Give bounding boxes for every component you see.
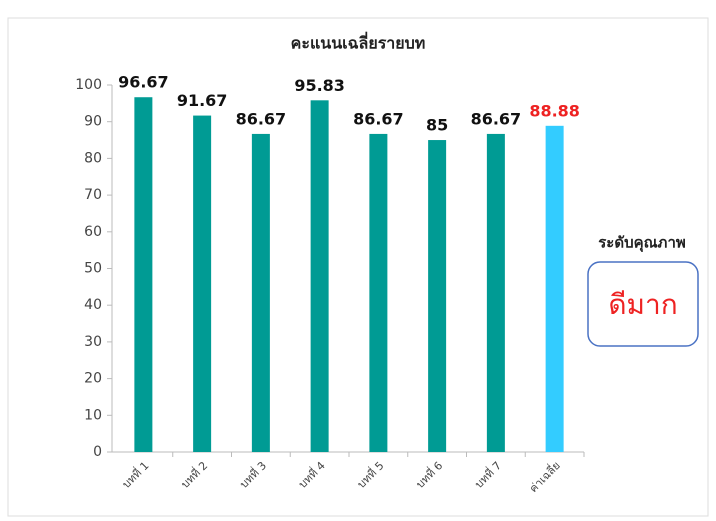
data-label: 86.67 [236,109,287,128]
y-tick-label: 70 [84,187,102,203]
data-label: 86.67 [353,109,404,128]
y-tick-label: 50 [84,261,102,277]
y-tick-label: 0 [93,444,102,460]
bar [486,133,505,453]
bar [310,100,329,453]
y-tick-label: 90 [84,114,102,130]
bar [369,133,388,453]
data-label: 86.67 [471,109,522,128]
bar [193,115,212,452]
y-tick-label: 30 [84,334,102,350]
quality-heading: ระดับคุณภาพ [598,234,686,253]
data-label: 96.67 [118,73,169,92]
quality-box [587,261,699,347]
data-label: 91.67 [177,91,228,110]
chart-title: คะแนนเฉลี่ยรายบท [291,32,426,53]
quality-value: ดีมาก [608,288,677,321]
y-tick-label: 60 [84,224,102,240]
bar [428,140,447,453]
y-tick-label: 20 [84,371,102,387]
y-tick-label: 80 [84,150,102,166]
data-label: 95.83 [294,76,345,95]
data-label: 88.88 [529,101,580,120]
bar [545,125,564,453]
bar [251,133,270,453]
y-tick-label: 40 [84,297,102,313]
data-label: 85 [426,116,448,135]
bar [134,97,153,452]
y-tick-label: 100 [75,77,102,93]
y-tick-label: 10 [84,407,102,423]
